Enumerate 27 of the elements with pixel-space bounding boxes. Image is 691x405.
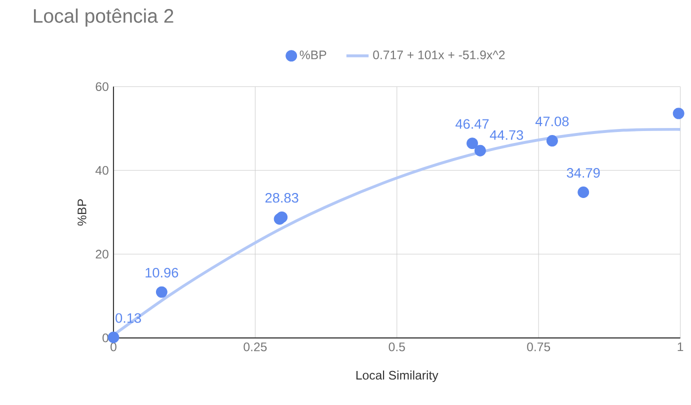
data-label: 34.79 [566, 168, 600, 178]
point [474, 144, 486, 156]
data-label: 28.83 [265, 192, 298, 203]
x-tick-label: 0.25 [244, 342, 267, 352]
point [276, 211, 288, 223]
data-label: 10.96 [146, 268, 178, 278]
legend-label: 0.717 + 101x + -51.9x^2 [373, 50, 505, 60]
y-tick-label: 20 [96, 250, 108, 258]
x-axis-title: Local Similarity [356, 370, 438, 382]
x-tick-label: 0.5 [388, 342, 405, 352]
data-label: 0.13 [116, 313, 141, 323]
y-tick-label: 60 [96, 82, 108, 91]
y-tick-label: 40 [95, 166, 108, 175]
y-axis-title: %BP [78, 199, 86, 226]
point [156, 286, 168, 298]
y-tick-label: 0 [102, 334, 108, 342]
x-tick-label: 0.75 [527, 342, 550, 352]
data-label: 46.47 [456, 119, 489, 129]
point [466, 138, 478, 149]
x-tick-label: 0 [110, 342, 116, 352]
chart-title: Local potência 2 [34, 8, 174, 27]
point [578, 186, 590, 198]
legend-label: %BP [300, 50, 326, 60]
point [546, 135, 558, 146]
x-tick-label: 1 [678, 342, 684, 351]
data-label: 44.73 [490, 130, 524, 140]
data-label: 47.08 [535, 116, 569, 126]
